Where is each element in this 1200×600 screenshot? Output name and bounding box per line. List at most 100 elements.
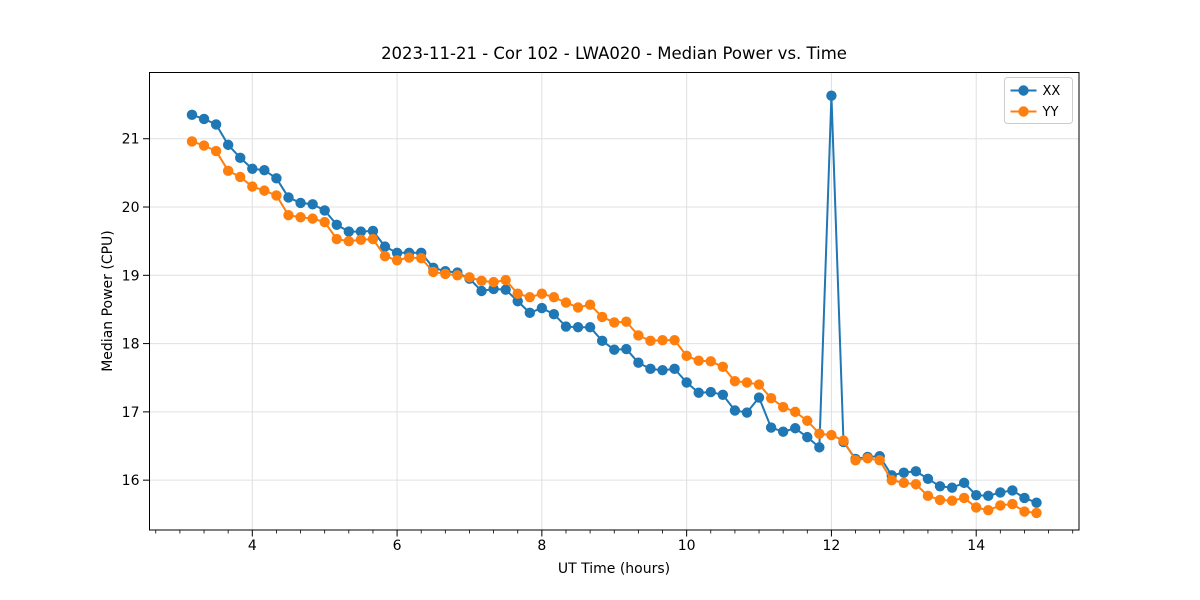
data-point-yy	[560, 297, 572, 308]
data-point-yy	[210, 145, 222, 157]
data-point-yy	[898, 477, 910, 489]
data-point-xx	[307, 199, 318, 210]
data-point-xx	[609, 344, 620, 355]
data-point-xx	[790, 423, 801, 434]
data-point-yy	[343, 235, 355, 247]
data-point-yy	[440, 268, 451, 280]
data-point-yy	[283, 210, 294, 221]
data-point-yy	[802, 415, 813, 426]
data-point-xx	[512, 296, 523, 307]
data-point-yy	[826, 429, 837, 441]
data-point-yy	[850, 455, 861, 466]
data-point-yy	[367, 233, 379, 245]
data-point-xx	[657, 365, 668, 376]
data-point-yy	[548, 291, 560, 303]
data-point-xx	[826, 90, 837, 101]
data-point-yy	[681, 350, 692, 362]
data-point-xx	[777, 426, 789, 437]
data-point-yy	[295, 212, 306, 223]
legend-box	[1004, 77, 1073, 124]
data-point-yy	[717, 361, 729, 373]
data-point-yy	[729, 375, 741, 387]
y-tick-label: 16	[122, 473, 140, 489]
series-line-xx	[191, 94, 1037, 504]
data-point-yy	[416, 253, 427, 264]
data-point-yy	[633, 330, 644, 341]
data-point-yy	[331, 233, 342, 245]
data-point-yy	[488, 276, 499, 288]
data-point-xx	[271, 173, 282, 184]
data-point-yy	[464, 272, 475, 283]
data-point-xx	[235, 152, 246, 164]
data-point-xx	[247, 163, 258, 174]
data-point-xx	[355, 226, 367, 237]
data-point-xx	[802, 431, 813, 443]
data-point-xx	[536, 302, 548, 314]
data-point-yy	[838, 435, 849, 446]
plot-spines	[149, 72, 1080, 531]
x-tick-label: 14	[967, 538, 985, 554]
data-point-yy	[572, 302, 584, 313]
y-tick-label: 18	[122, 337, 140, 353]
data-point-xx	[476, 285, 487, 297]
data-point-xx	[898, 467, 910, 478]
data-point-xx	[259, 164, 270, 176]
data-point-xx	[1019, 492, 1030, 504]
data-point-yy	[971, 502, 982, 513]
data-point-yy	[946, 495, 958, 506]
data-point-yy	[259, 185, 270, 196]
y-tick-label: 19	[122, 268, 140, 284]
legend-marker	[1018, 106, 1029, 117]
data-point-yy	[790, 406, 801, 418]
data-point-yy	[536, 288, 548, 299]
x-axis-label: UT Time (hours)	[557, 561, 671, 577]
data-point-xx	[753, 392, 765, 403]
data-point-xx	[633, 357, 644, 368]
data-point-xx	[367, 225, 379, 237]
data-point-xx	[596, 335, 608, 347]
data-point-xx	[379, 241, 391, 252]
data-point-xx	[621, 343, 632, 355]
data-point-xx	[729, 405, 741, 416]
data-point-yy	[1019, 506, 1030, 517]
data-point-yy	[1007, 498, 1018, 510]
data-point-yy	[983, 504, 994, 516]
data-point-xx	[958, 477, 970, 489]
data-point-yy	[741, 377, 753, 388]
data-point-yy	[198, 140, 210, 151]
data-point-yy	[271, 190, 282, 201]
data-point-yy	[235, 171, 246, 183]
data-point-xx	[946, 482, 958, 493]
data-point-yy	[307, 213, 318, 224]
data-point-yy	[886, 474, 897, 486]
data-point-yy	[391, 255, 403, 266]
data-point-xx	[391, 247, 403, 258]
data-point-yy	[355, 234, 367, 245]
data-point-xx	[983, 490, 994, 502]
x-tick-label: 12	[823, 538, 841, 554]
x-tick-label: 10	[678, 538, 696, 554]
data-point-xx	[572, 321, 584, 333]
x-tick-label: 6	[393, 538, 402, 554]
data-point-yy	[753, 379, 765, 390]
data-point-xx	[922, 473, 934, 484]
data-point-yy	[1031, 507, 1042, 519]
data-point-xx	[717, 389, 729, 400]
y-tick-label: 17	[122, 405, 140, 421]
data-point-yy	[428, 266, 439, 278]
data-point-yy	[765, 393, 777, 404]
data-point-xx	[186, 109, 198, 121]
data-point-yy	[186, 136, 198, 147]
data-point-xx	[295, 197, 306, 209]
data-point-xx	[584, 321, 596, 333]
data-point-yy	[596, 311, 608, 323]
data-point-xx	[1031, 497, 1042, 508]
data-point-xx	[971, 489, 982, 501]
data-point-xx	[645, 363, 656, 375]
data-point-yy	[403, 252, 415, 263]
data-point-yy	[693, 355, 704, 366]
data-point-yy	[621, 316, 632, 327]
data-point-xx	[910, 466, 922, 477]
data-point-yy	[584, 299, 596, 310]
